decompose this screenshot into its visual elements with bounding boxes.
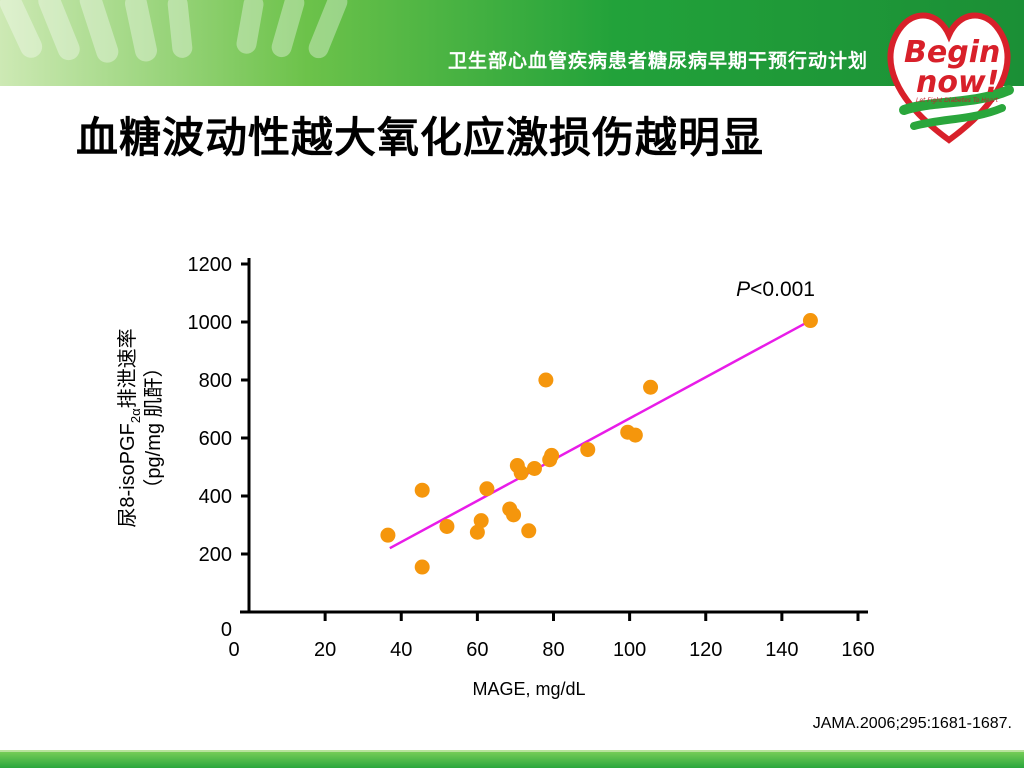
citation: JAMA.2006;295:1681-1687. [812,715,1012,732]
footer-band [0,750,1024,768]
data-point [439,518,455,534]
axes: 0 200 400 600 800 1000 1200 0 20 40 60 80 100 120 140 1… [188,254,875,661]
x-axis-label: MAGE, mg/dL [472,679,585,699]
y-axis-label-line2: （pg/mg 肌酐） [142,357,165,498]
y-tick-label: 800 [199,370,232,392]
x-tick-label: 100 [613,639,646,661]
header-band: 卫生部心血管疾病患者糖尿病早期干预行动计划 [0,0,1024,86]
logo-tagline: Let Fight Diabetes To Heart [916,97,999,104]
logo-text-now: now! [916,65,999,100]
data-point [414,559,430,575]
data-point [414,482,430,498]
x-tick-label: 60 [466,639,488,661]
y-tick-label: 400 [199,486,232,508]
x-tick-label: 140 [765,639,798,661]
data-point [544,447,560,463]
data-point [538,372,554,388]
x-tick-label: 20 [314,639,336,661]
data-point [479,481,495,497]
footer-band-highlight [0,750,1024,752]
data-point [802,313,818,329]
data-point [580,442,596,458]
x-tick-label: 120 [689,639,722,661]
y-tick-label: 1200 [188,254,233,276]
program-title: 卫生部心血管疾病患者糖尿病早期干预行动计划 [447,50,868,72]
data-point [473,513,489,529]
fit-line-group [389,319,812,550]
hands-graphic [0,0,348,63]
data-point [506,507,522,523]
y-axis-label-box [101,230,173,625]
slide-title: 血糖波动性越大氧化应激损伤越明显 [76,113,765,162]
data-point [627,427,643,443]
p-value-annotation: P<0.001 [736,278,815,301]
x-tick-label: 80 [542,639,564,661]
data-point [521,523,537,539]
x-tick-label: 40 [390,639,412,661]
y-axis-label-line1: 尿8-isoPGF2α排泄速率 [116,328,143,527]
y-tick-label: 600 [199,428,232,450]
data-point [469,524,485,540]
data-point [380,527,396,543]
data-point [643,379,659,395]
x-tick-label: 0 [228,639,239,661]
begin-now-logo: Begin now! Let Fight Diabetes To Heart [887,12,1014,144]
data-point [513,465,529,481]
y-tick-label: 200 [199,544,232,566]
y-tick-label: 0 [221,619,232,641]
y-tick-label: 1000 [188,312,233,334]
points-group [380,313,818,575]
logo-text-begin: Begin [904,35,1000,70]
data-point [526,460,542,476]
x-tick-label: 160 [841,639,874,661]
regression-line [389,319,812,550]
y-axis-label: 尿8-isoPGF2α排泄速率 （pg/mg 肌酐） [116,328,165,527]
